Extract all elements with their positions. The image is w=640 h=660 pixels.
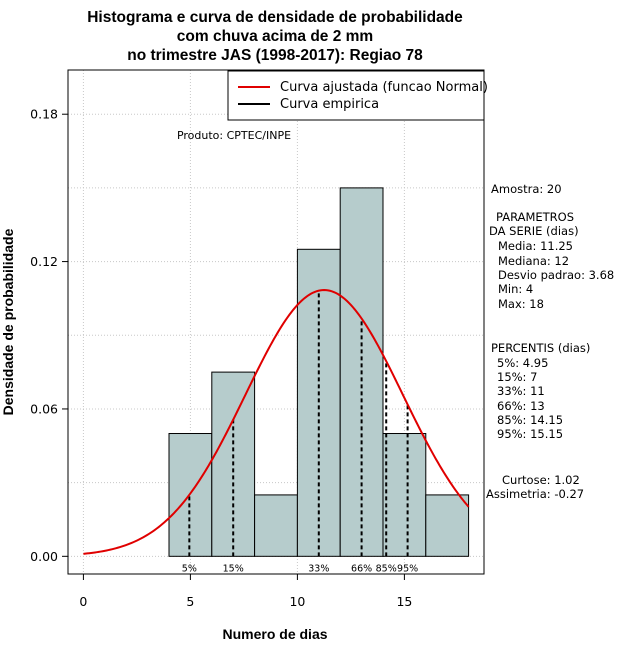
percentile-lines: 5% 15% 33% 66% 85% 95% (182, 290, 418, 574)
stat-desvio: Desvio padrao: 3.68 (498, 268, 614, 282)
x-tick-label: 15 (396, 594, 412, 609)
y-tick-label: 0.12 (30, 254, 58, 269)
axis-ticks: 0 5 10 15 0.00 0.06 0.12 0.18 (30, 107, 412, 609)
stat-param-header-1: PARAMETROS (496, 210, 574, 224)
chart-title-line-3: no trimestre JAS (1998-2017): Regiao 78 (127, 47, 423, 64)
y-tick-label: 0.18 (30, 107, 58, 122)
stat-mediana: Mediana: 12 (498, 254, 569, 268)
percentile-label: 66% (351, 563, 372, 574)
percentile-label: 85% (376, 563, 397, 574)
y-tick-label: 0.00 (30, 549, 58, 564)
stat-p5: 5%: 4.95 (497, 356, 548, 370)
stat-p85: 85%: 14.15 (497, 413, 563, 427)
legend: Curva ajustada (funcao Normal) Curva emp… (227, 70, 488, 121)
histogram-bar (254, 494, 298, 557)
legend-box (227, 70, 485, 121)
percentile-label: 15% (223, 563, 244, 574)
y-tick-label: 0.06 (30, 401, 58, 416)
x-tick-label: 5 (186, 594, 194, 609)
stat-media: Media: 11.25 (498, 239, 573, 253)
plot-frame (67, 69, 485, 575)
stat-curtose: Curtose: 1.02 (502, 473, 580, 487)
legend-fitted-label: Curva ajustada (funcao Normal) (280, 80, 488, 95)
fitted-normal-curve (83, 289, 470, 555)
percentile-label: 5% (182, 563, 197, 574)
percentile-label: 33% (308, 563, 329, 574)
stat-p66: 66%: 13 (497, 399, 545, 413)
fitted-curve-layer (83, 289, 470, 555)
stat-min: Min: 4 (498, 282, 533, 296)
x-tick-label: 0 (79, 594, 87, 609)
y-axis-label: Densidade de probabilidade (0, 228, 16, 415)
stat-perc-header: PERCENTIS (dias) (491, 341, 590, 355)
product-annotation: Produto: CPTEC/INPE (177, 129, 291, 142)
histogram-bar (382, 433, 427, 557)
stat-max: Max: 18 (498, 297, 544, 311)
stat-p33: 33%: 11 (497, 384, 545, 398)
chart-title-line-2: com chuva acima de 2 mm (177, 28, 373, 45)
stat-p15: 15%: 7 (497, 370, 537, 384)
stat-assimetria: Assimetria: -0.27 (486, 487, 584, 501)
stat-amostra: Amostra: 20 (491, 182, 562, 196)
histogram-bar (425, 494, 470, 557)
x-axis-label: Numero de dias (222, 626, 327, 642)
stat-p95: 95%: 15.15 (497, 427, 563, 441)
legend-empirical-label: Curva empirica (280, 97, 379, 112)
chart-title-line-1: Histograma e curva de densidade de proba… (87, 9, 463, 26)
percentile-label: 95% (397, 563, 418, 574)
x-tick-label: 10 (289, 594, 305, 609)
stats-panel: Amostra: 20 PARAMETROS DA SERIE (dias) M… (486, 182, 614, 501)
stat-param-header-2: DA SERIE (dias) (489, 224, 579, 238)
